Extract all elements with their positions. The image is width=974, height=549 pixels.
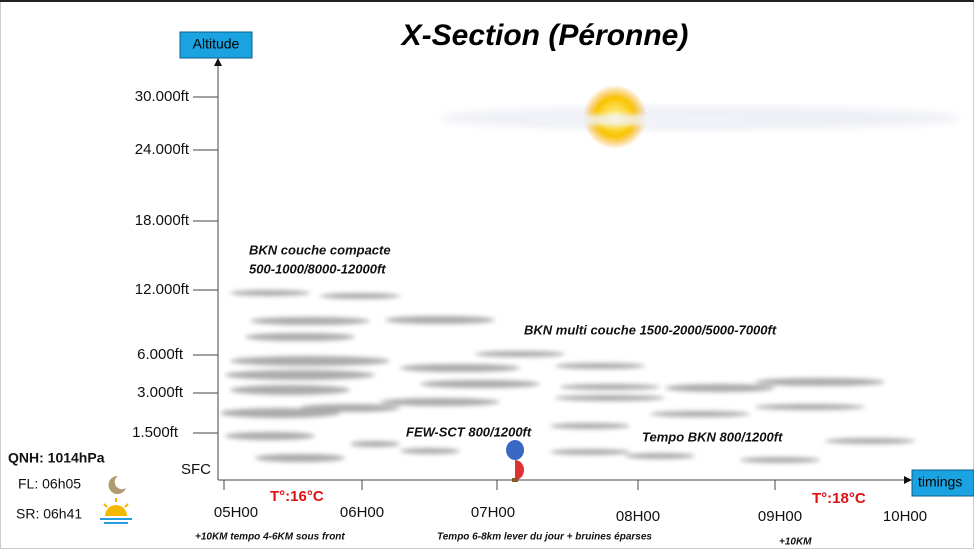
moon-icon <box>108 475 126 494</box>
altitude-label: 12.000ft <box>135 281 190 298</box>
y-label-box <box>179 31 253 59</box>
altitude-label: 24.000ft <box>135 141 190 158</box>
balloon <box>506 440 525 482</box>
title: X-Section (Péronne) <box>400 19 689 52</box>
qnh: QNH: 1014hPa <box>8 450 105 466</box>
note: Tempo 6-8km lever du jour + bruines épar… <box>437 532 652 543</box>
time-label: 08H00 <box>616 508 660 525</box>
altitude-label: 3.000ft <box>137 384 184 401</box>
clouds <box>220 290 915 463</box>
altitude-label: 6.000ft <box>137 346 184 363</box>
temperature: T°:16°C <box>270 488 324 505</box>
annotation: 500-1000/8000-12000ft <box>249 261 386 276</box>
altitude-label: 30.000ft <box>135 88 190 105</box>
annotation: BKN couche compacte <box>249 242 391 257</box>
time-label: 10H00 <box>883 508 927 525</box>
sunrise: SR: 06h41 <box>16 506 82 522</box>
time-label: 09H00 <box>758 508 802 525</box>
time-label: 07H00 <box>471 504 515 521</box>
x-label-box <box>911 469 974 497</box>
altitude-label: SFC <box>181 461 211 478</box>
annotation: Tempo BKN 800/1200ft <box>642 429 783 444</box>
annotation: FEW-SCT 800/1200ft <box>406 424 532 439</box>
first-light: FL: 06h05 <box>18 476 81 492</box>
altitude-label: 1.500ft <box>132 424 179 441</box>
note: +10KM tempo 4-6KM sous front <box>195 532 345 543</box>
temperature: T°:18°C <box>812 490 866 507</box>
altitude-label: 18.000ft <box>135 212 190 229</box>
sun <box>440 85 960 149</box>
annotation: BKN multi couche 1500-2000/5000-7000ft <box>524 322 777 337</box>
time-label: 06H00 <box>340 504 384 521</box>
x-axis-label: timings <box>918 474 962 490</box>
note: +10KM <box>779 537 812 548</box>
time-label: 05H00 <box>214 504 258 521</box>
sunrise-icon <box>100 498 132 524</box>
y-axis-label: Altitude <box>193 36 240 52</box>
axes <box>193 58 912 490</box>
